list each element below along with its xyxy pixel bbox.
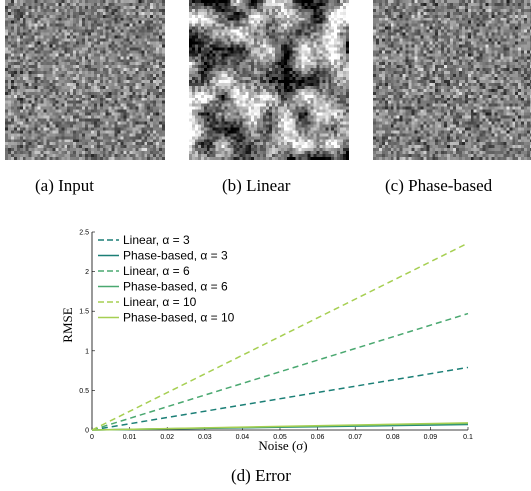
x-tick-label: 0.04 (236, 434, 250, 441)
legend-label-6: Phase-based, α = 10 (123, 311, 235, 325)
phase-based-noise-image (373, 0, 531, 160)
caption-input: (a) Input (35, 176, 95, 195)
panel-input (5, 0, 165, 160)
legend-label-4: Phase-based, α = 6 (123, 280, 228, 294)
y-tick-label: 2.5 (79, 230, 89, 237)
legend-label-2: Phase-based, α = 3 (123, 249, 228, 263)
chart-ticks: 0 0.01 0.02 0.03 0.04 0.05 0.06 0.07 0.08 0.09 0.1… (79, 230, 473, 442)
chart-lines (91, 242, 469, 431)
x-tick-label: 0.02 (160, 434, 174, 441)
caption-error: (d) Error (231, 466, 291, 485)
legend-label-5: Linear, α = 10 (123, 295, 197, 309)
x-tick-label: 0.05 (273, 434, 287, 441)
x-tick-label: 0.08 (386, 434, 400, 441)
y-tick-label: 2 (85, 269, 89, 276)
legend-label-1: Linear, α = 3 (123, 233, 190, 247)
caption-linear: (b) Linear (222, 176, 291, 195)
y-tick-label: 0 (85, 428, 89, 435)
series-line-6 (91, 422, 469, 431)
series-line-1 (91, 366, 469, 431)
input-noise-image (5, 0, 165, 160)
x-tick-label: 0.09 (424, 434, 438, 441)
panel-phase-based (373, 0, 531, 160)
caption-phase-based: (c) Phase-based (385, 176, 493, 195)
linear-noise-image (189, 0, 349, 160)
x-tick-label: 0.06 (311, 434, 325, 441)
panel-linear (189, 0, 349, 160)
x-tick-label: 0.03 (198, 434, 212, 441)
x-tick-label: 0.1 (463, 434, 473, 441)
legend-label-3: Linear, α = 6 (123, 264, 190, 278)
y-tick-label: 1 (85, 348, 89, 355)
x-axis-label: Noise (σ) (258, 438, 307, 453)
series-line-3 (91, 312, 469, 431)
x-tick-label: 0 (90, 434, 94, 441)
y-tick-label: 1.5 (79, 309, 89, 316)
x-tick-label: 0.07 (348, 434, 362, 441)
error-chart: 0 0.01 0.02 0.03 0.04 0.05 0.06 0.07 0.08 0.09 0.1… (60, 230, 473, 454)
x-tick-label: 0.01 (123, 434, 137, 441)
y-tick-label: 0.5 (79, 388, 89, 395)
y-axis-label: RMSE (60, 307, 75, 342)
